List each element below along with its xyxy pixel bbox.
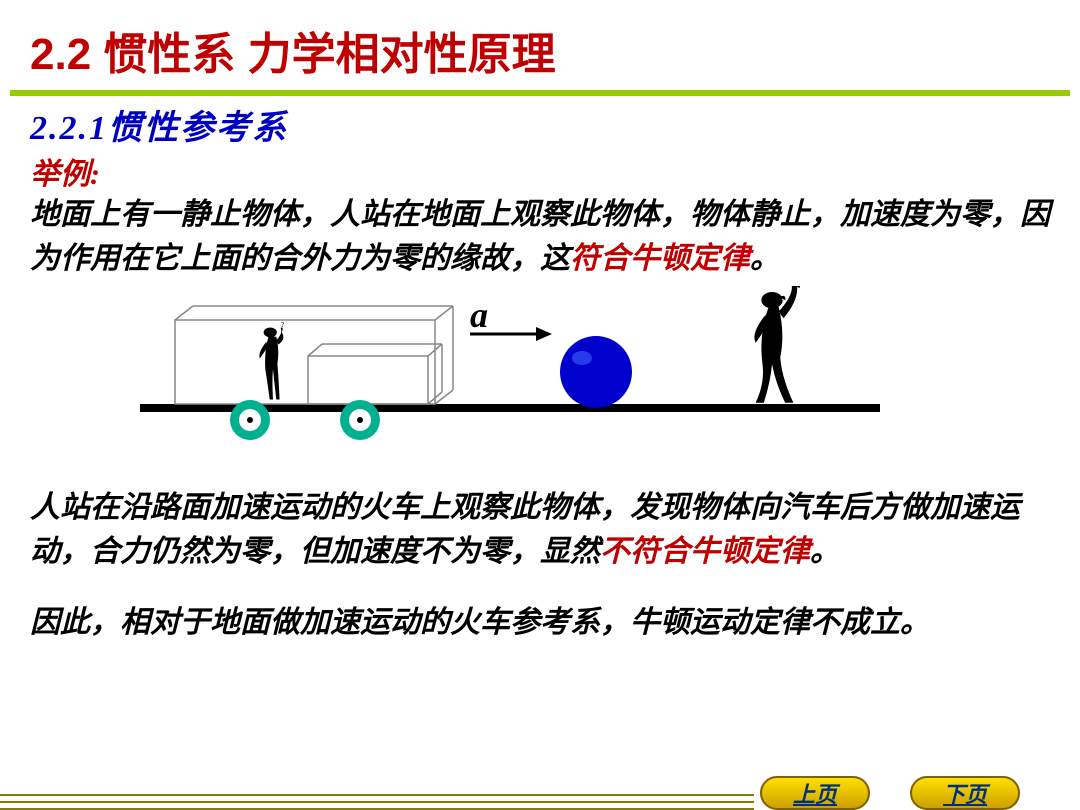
ball-icon	[560, 336, 632, 408]
person-in-cart-icon: ?	[259, 320, 284, 400]
acceleration-label: a	[470, 294, 488, 336]
title-divider	[10, 90, 1070, 96]
prev-page-button[interactable]: 上页	[760, 776, 870, 810]
content-area: 2.2.1惯性参考系 举例: 地面上有一静止物体，人站在地面上观察此物体，物体静…	[0, 100, 1080, 645]
svg-text:?: ?	[281, 320, 285, 329]
para2-highlight: 不符合牛顿定律	[600, 535, 810, 568]
nav-buttons: 上页 下页	[760, 776, 1080, 810]
paragraph-2: 人站在沿路面加速运动的火车上观察此物体，发现物体向汽车后方做加速运动，合力仍然为…	[30, 486, 1050, 573]
page-title: 2.2 惯性系 力学相对性原理	[0, 0, 1080, 90]
physics-diagram: a	[30, 286, 1050, 446]
ball-highlight	[572, 351, 592, 365]
nav-line	[0, 794, 754, 810]
person-ground-icon	[754, 286, 801, 403]
cart	[175, 306, 453, 404]
para1-tail: 。	[750, 242, 780, 275]
para1-highlight: 符合牛顿定律	[570, 242, 750, 275]
paragraph-1: 地面上有一静止物体，人站在地面上观察此物体，物体静止，加速度为零，因为作用在它上…	[30, 193, 1050, 280]
wheel-1	[230, 400, 270, 440]
para2-text: 人站在沿路面加速运动的火车上观察此物体，发现物体向汽车后方做加速运动，合力仍然为…	[30, 491, 1020, 568]
nav-bar: 上页 下页	[0, 772, 1080, 810]
example-label: 举例:	[30, 149, 1050, 193]
para2-tail: 。	[810, 535, 840, 568]
wheel-2	[340, 400, 380, 440]
para1-text: 地面上有一静止物体，人站在地面上观察此物体，物体静止，加速度为零，因为作用在它上…	[30, 198, 1050, 275]
next-page-button[interactable]: 下页	[910, 776, 1020, 810]
section-subtitle: 2.2.1惯性参考系	[30, 100, 1050, 149]
paragraph-3: 因此，相对于地面做加速运动的火车参考系，牛顿运动定律不成立。	[30, 601, 1050, 645]
